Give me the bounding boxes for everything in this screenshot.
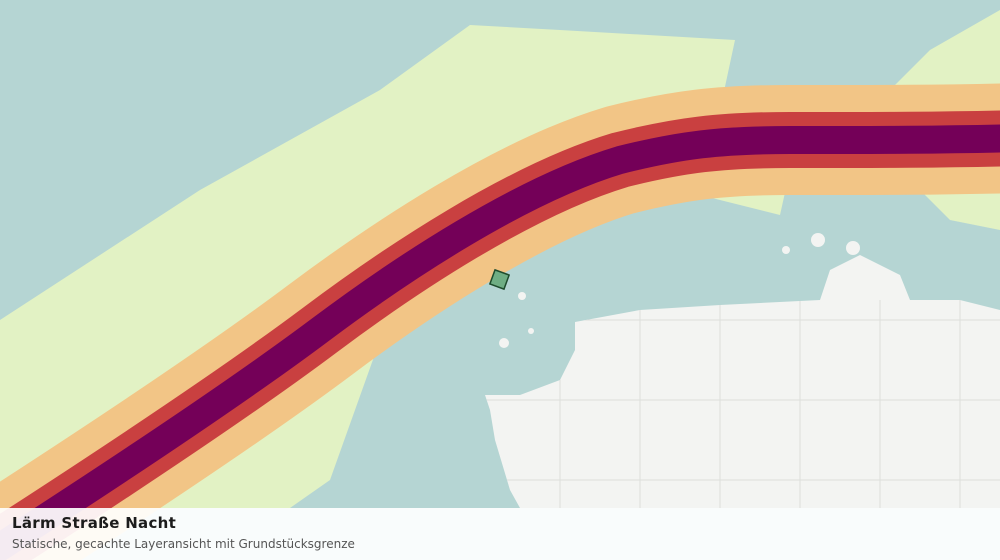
island: [518, 292, 526, 300]
land-area: [485, 255, 1000, 508]
layer-title: Lärm Straße Nacht: [12, 514, 177, 532]
map-grid: [485, 300, 1000, 508]
small-islands: [499, 233, 860, 348]
noise-zone-very-high: [0, 124, 1000, 560]
island: [782, 246, 790, 254]
layer-subtitle: Statische, gecachte Layeransicht mit Gru…: [12, 537, 355, 551]
island: [528, 328, 534, 334]
island: [811, 233, 825, 247]
info-panel: Lärm Straße Nacht Statische, gecachte La…: [0, 508, 1000, 560]
island: [846, 241, 860, 255]
road-noise-bands: [0, 83, 1000, 560]
island: [499, 338, 509, 348]
parcel-boundary[interactable]: [488, 268, 511, 291]
